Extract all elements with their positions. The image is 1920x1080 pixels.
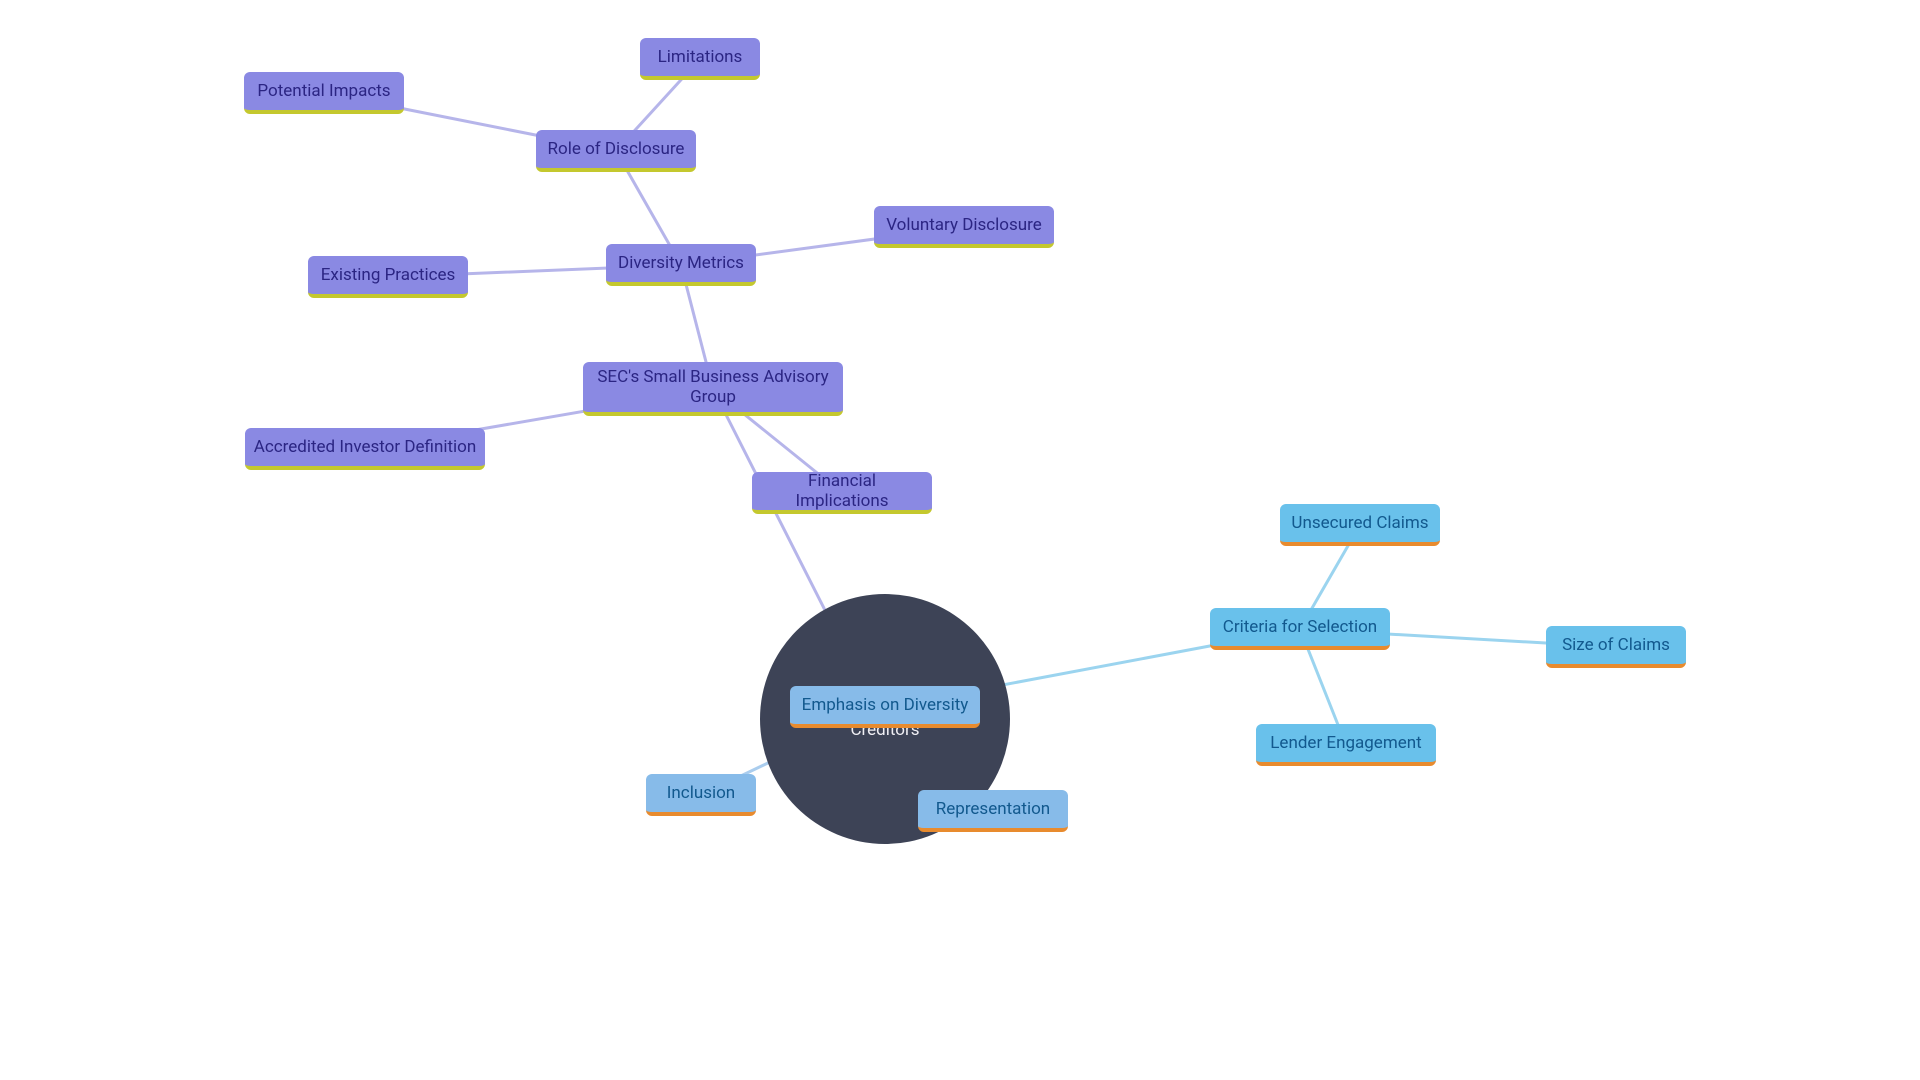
node-label: Criteria for Selection xyxy=(1223,617,1377,637)
node-voluntary: Voluntary Disclosure xyxy=(874,206,1054,248)
node-sec: SEC's Small Business Advisory Group xyxy=(583,362,843,416)
node-label: Size of Claims xyxy=(1562,635,1670,655)
node-divmetrics: Diversity Metrics xyxy=(606,244,756,286)
node-label: Accredited Investor Definition xyxy=(254,437,477,457)
node-label: Diversity Metrics xyxy=(618,253,744,273)
node-label: SEC's Small Business Advisory Group xyxy=(591,367,835,408)
node-limitations: Limitations xyxy=(640,38,760,80)
node-inclusion: Inclusion xyxy=(646,774,756,816)
node-roledisc: Role of Disclosure xyxy=(536,130,696,172)
node-label: Potential Impacts xyxy=(257,81,390,101)
node-representation: Representation xyxy=(918,790,1068,832)
node-label: Limitations xyxy=(658,47,743,67)
node-label: Financial Implications xyxy=(760,471,924,512)
node-unsecured: Unsecured Claims xyxy=(1280,504,1440,546)
node-accredited: Accredited Investor Definition xyxy=(245,428,485,470)
node-label: Emphasis on Diversity xyxy=(802,695,969,715)
node-label: Existing Practices xyxy=(321,265,456,285)
node-label: Voluntary Disclosure xyxy=(886,215,1042,235)
node-label: Lender Engagement xyxy=(1270,733,1421,753)
node-sizeclaims: Size of Claims xyxy=(1546,626,1686,668)
node-potimp: Potential Impacts xyxy=(244,72,404,114)
edge-layer xyxy=(0,0,1920,1080)
node-finimpl: Financial Implications xyxy=(752,472,932,514)
node-label: Representation xyxy=(936,799,1050,819)
node-existing: Existing Practices xyxy=(308,256,468,298)
node-criteria: Criteria for Selection xyxy=(1210,608,1390,650)
node-label: Inclusion xyxy=(667,783,735,803)
node-label: Unsecured Claims xyxy=(1291,513,1428,533)
mindmap-canvas: Committee of Unsecured CreditorsSEC's Sm… xyxy=(0,0,1920,1080)
node-lender: Lender Engagement xyxy=(1256,724,1436,766)
node-label: Role of Disclosure xyxy=(548,139,685,159)
node-emphasis: Emphasis on Diversity xyxy=(790,686,980,728)
